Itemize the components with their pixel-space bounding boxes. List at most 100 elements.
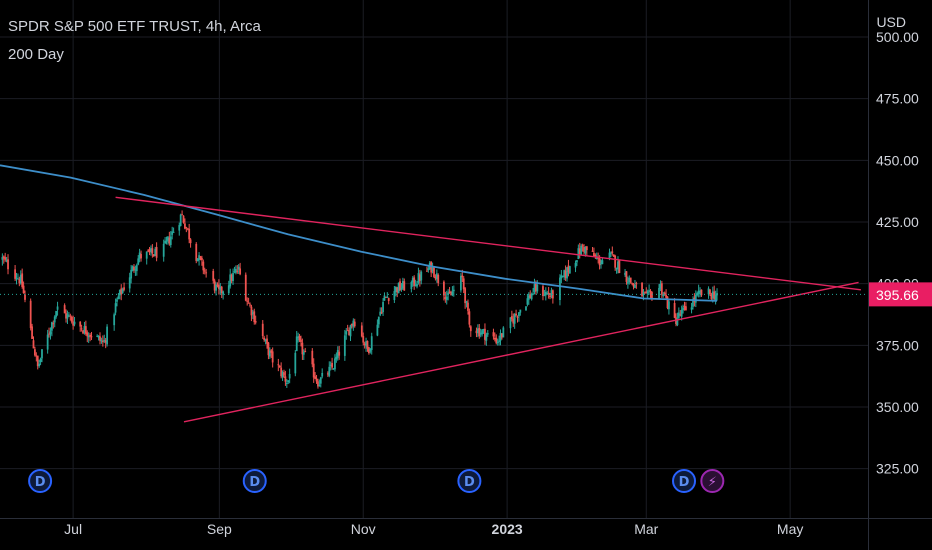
candle-down [396,287,399,293]
candle-up [452,289,455,292]
candle-down [32,340,35,349]
candle-up [38,363,41,367]
candle-up [459,275,462,291]
candle-down [643,292,646,294]
candle-up [577,248,580,260]
candle-up [334,358,336,370]
candle-down [413,277,416,286]
candle-up [106,326,108,345]
price-tick-label: 475.00 [876,91,919,107]
candle-down [578,248,581,255]
moving-average-layer [0,164,718,302]
candle-up [73,321,76,325]
candle-down [399,281,401,290]
candle-up [476,328,479,334]
candle-up [19,274,22,284]
candle-down [205,272,208,274]
candle-down [380,312,383,314]
dividend-marker-label: D [249,475,260,490]
candle-down [261,323,264,337]
indicator-legend-label[interactable]: 200 Day [8,46,64,63]
candle-up [502,327,505,338]
candle-down [468,311,471,325]
candle-up [222,291,225,295]
candle-down [189,239,192,244]
candle-down [492,332,495,337]
candle-down [70,317,73,322]
candle-down [84,326,87,334]
candle-up [264,339,267,341]
candle-up [485,334,488,341]
candle-down [89,334,92,337]
price-axis[interactable]: 500.00475.00450.00425.00400.00375.00350.… [868,0,920,550]
candle-up [145,251,148,259]
time-tick-label: Sep [207,521,232,537]
candle-down [270,350,273,353]
candle-down [387,298,390,301]
candle-down [632,284,635,287]
candle-up [692,299,694,307]
candle-up [336,349,339,358]
candle-down [151,248,154,254]
candle-up [50,322,53,331]
candle-up [281,372,284,378]
candle-up [648,290,651,292]
candle-up [335,356,338,360]
time-tick-label: 2023 [492,521,523,537]
candle-up [414,284,417,286]
candle-up [574,262,577,268]
candle-up [379,311,382,316]
candle-down [665,295,667,298]
candle-up [134,269,137,271]
candle-up [169,236,172,245]
time-axis[interactable]: Jul Sep Nov 2023 Mar May [0,518,932,538]
candle-up [634,285,636,288]
candle-down [133,266,135,270]
candle-up [536,284,539,292]
candle-down [444,297,447,299]
candle-up [383,295,386,301]
candle-down [69,315,72,317]
candle-up [532,293,534,295]
candle-down [649,290,652,293]
candle-down [216,284,219,286]
candle-up [53,316,56,323]
candle-up [329,364,332,366]
candle-up [662,294,665,297]
candle-down [351,324,353,326]
candle-down [443,281,445,296]
price-tick-label: 325.00 [876,461,919,477]
candle-down [312,363,315,378]
last-price-badge-group: 395.66 [869,282,932,307]
candle-up [137,258,140,265]
candle-down [140,254,142,259]
candle-up [519,309,522,313]
candle-up [116,299,118,302]
price-tick-label: 425.00 [876,214,919,230]
candle-up [563,270,566,277]
candle-down [239,268,242,275]
candle-down [4,257,7,260]
candle-down [48,333,50,335]
candle-down [709,289,711,295]
candle-down [338,351,341,356]
candle-down [244,274,247,301]
candle-up [584,246,587,254]
symbol-title[interactable]: SPDR S&P 500 ETF TRUST, 4h, Arca [8,18,261,35]
candle-up [479,332,482,335]
candle-up [1,257,4,260]
candle-up [543,295,546,297]
candle-up [677,312,680,318]
candle-down [478,328,481,337]
candle-down [614,255,617,268]
moving-average-line [0,164,718,302]
candle-up [561,276,564,278]
candle-down [598,258,601,266]
candle-up [172,231,175,233]
candle-down [685,306,687,311]
time-tick-label: Jul [64,521,82,537]
candle-up [369,348,372,352]
candle-down [184,223,186,229]
candle-up [427,268,430,271]
